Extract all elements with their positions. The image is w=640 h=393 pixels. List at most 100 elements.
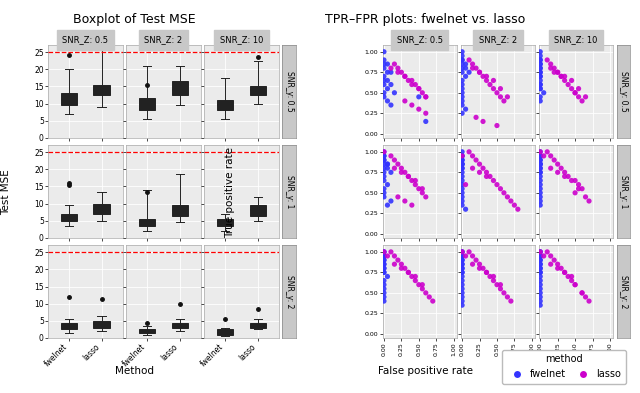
Point — [513, 206, 523, 212]
Point — [535, 77, 545, 84]
Point — [382, 98, 392, 104]
Title: SNR_Z: 2: SNR_Z: 2 — [479, 35, 517, 44]
Point — [499, 98, 509, 104]
Point — [552, 161, 563, 167]
Point — [457, 161, 467, 167]
Title: SNR_Z: 0.5: SNR_Z: 0.5 — [62, 35, 108, 44]
Point — [379, 290, 389, 296]
Point — [549, 257, 559, 263]
Point — [400, 98, 410, 104]
Point — [535, 81, 545, 88]
Point — [407, 177, 417, 184]
Point — [566, 274, 577, 280]
Point — [379, 157, 389, 163]
Point — [382, 61, 392, 67]
Point — [478, 165, 488, 171]
PathPatch shape — [61, 214, 77, 221]
Point — [535, 277, 545, 284]
Point — [552, 69, 563, 75]
Point — [481, 173, 492, 180]
Point — [403, 173, 413, 180]
Point — [573, 182, 584, 188]
Point — [457, 253, 467, 259]
Point — [535, 269, 545, 275]
Point — [460, 106, 470, 112]
Point — [535, 81, 545, 88]
Point — [549, 65, 559, 71]
Point — [457, 249, 467, 255]
Title: SNR_Z: 10: SNR_Z: 10 — [220, 35, 263, 44]
Point — [535, 173, 545, 180]
Point — [420, 290, 431, 296]
Point — [535, 190, 545, 196]
Point — [379, 269, 389, 275]
Point — [535, 94, 545, 100]
Point — [549, 157, 559, 163]
Point — [559, 169, 570, 175]
Point — [457, 86, 467, 92]
Point — [382, 182, 392, 188]
Point — [457, 294, 467, 300]
Point — [474, 169, 484, 175]
Point — [457, 153, 467, 159]
Point — [535, 149, 545, 155]
PathPatch shape — [217, 329, 234, 334]
Point — [457, 281, 467, 288]
PathPatch shape — [250, 205, 266, 216]
Point — [460, 65, 470, 71]
Point — [570, 281, 580, 288]
Point — [379, 265, 389, 272]
Text: SNR_y: 0.5: SNR_y: 0.5 — [285, 71, 294, 112]
Point — [457, 202, 467, 208]
Point — [389, 90, 399, 96]
Point — [545, 61, 556, 67]
Point — [457, 286, 467, 292]
Point — [535, 194, 545, 200]
Point — [535, 57, 545, 63]
Point — [535, 98, 545, 104]
Point — [460, 253, 470, 259]
Point — [535, 202, 545, 208]
Point — [570, 190, 580, 196]
Point — [379, 173, 389, 180]
Point — [379, 90, 389, 96]
Point — [535, 165, 545, 171]
Text: Test MSE: Test MSE — [1, 170, 12, 215]
Point — [379, 253, 389, 259]
Point — [379, 261, 389, 267]
Point — [488, 86, 499, 92]
Point — [393, 69, 403, 75]
Point — [403, 77, 413, 84]
Point — [457, 110, 467, 116]
Point — [481, 169, 492, 175]
Point — [396, 165, 406, 171]
Point — [410, 81, 420, 88]
PathPatch shape — [139, 219, 156, 226]
Point — [474, 69, 484, 75]
Point — [570, 90, 580, 96]
Point — [584, 298, 594, 304]
Point — [379, 294, 389, 300]
Point — [400, 265, 410, 272]
Point — [457, 65, 467, 71]
Point — [481, 269, 492, 275]
Point — [379, 253, 389, 259]
Point — [417, 90, 428, 96]
Point — [393, 257, 403, 263]
Text: False positive rate: False positive rate — [378, 366, 473, 376]
Point — [379, 77, 389, 84]
Point — [485, 173, 495, 180]
Point — [457, 149, 467, 155]
PathPatch shape — [93, 321, 109, 328]
Point — [379, 277, 389, 284]
Point — [457, 165, 467, 171]
Point — [535, 161, 545, 167]
Point — [457, 277, 467, 284]
Point — [535, 86, 545, 92]
Point — [535, 65, 545, 71]
Point — [566, 86, 577, 92]
Point — [400, 198, 410, 204]
Point — [535, 61, 545, 67]
Point — [566, 177, 577, 184]
Point — [382, 77, 392, 84]
